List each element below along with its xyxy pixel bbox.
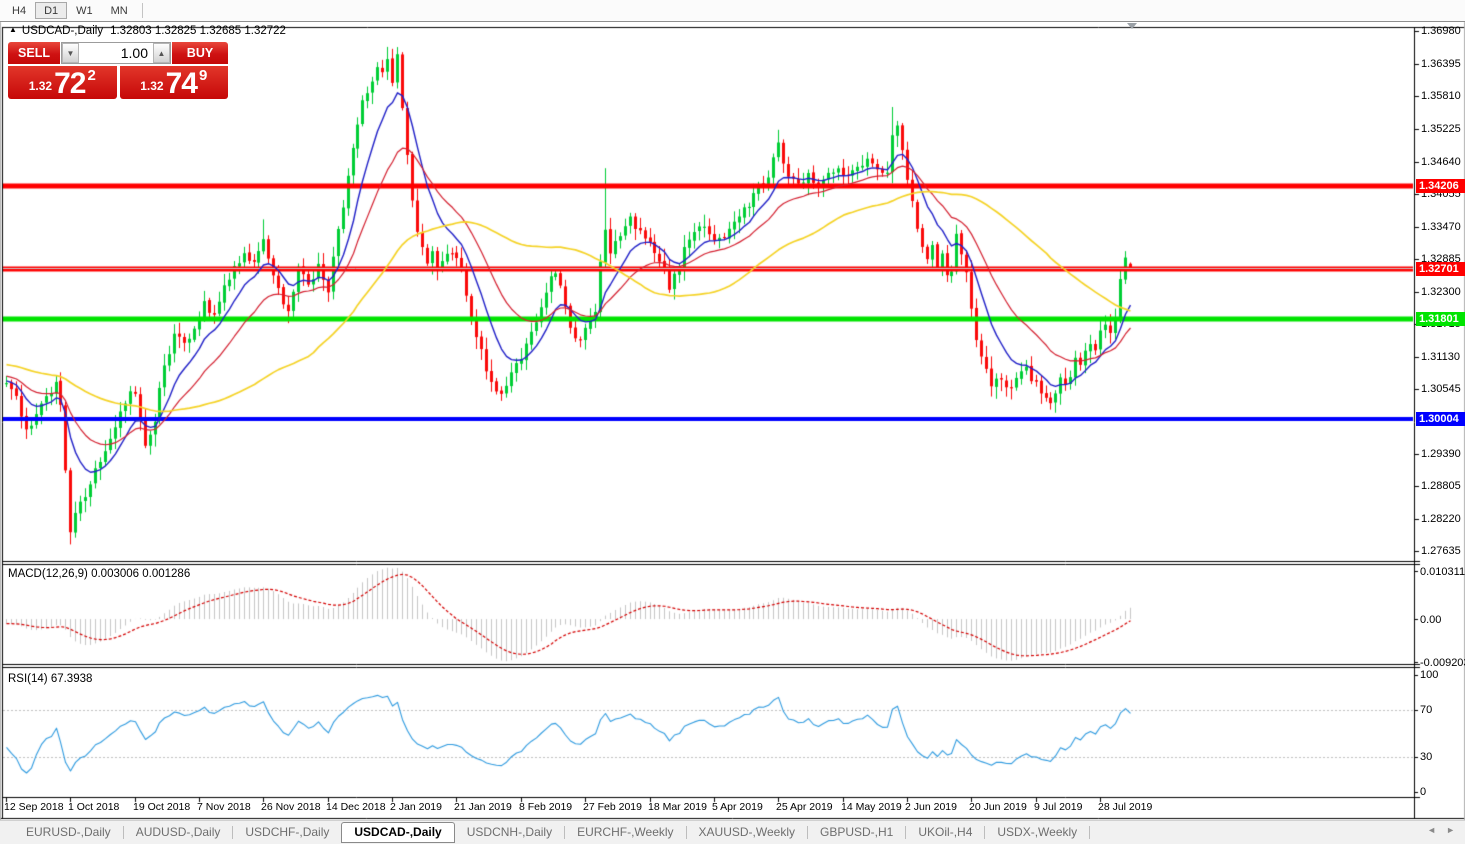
tab-usdchf-daily[interactable]: USDCHF-,Daily <box>245 825 330 839</box>
tab-usdcad-daily[interactable]: USDCAD-,Daily <box>341 822 455 843</box>
buy-price-sup: 9 <box>198 67 208 84</box>
tab-scroll-arrows: ◄ ► <box>1427 825 1455 835</box>
sell-price-sup: 2 <box>87 67 96 84</box>
tab-ukoil-h4[interactable]: UKOil-,H4 <box>918 825 973 839</box>
volume-stepper: ▼ 1.00 ▲ <box>61 42 171 64</box>
rsi-indicator-label: RSI(14) 67.3938 <box>8 673 93 685</box>
buy-button[interactable]: BUY <box>172 42 228 64</box>
toolbar-separator <box>141 3 143 18</box>
tab-separator <box>905 826 907 839</box>
one-click-trading-panel: SELL ▼ 1.00 ▲ BUY 1.32 72 2 1.32 74 9 <box>8 42 228 99</box>
tab-eurchf-weekly[interactable]: EURCHF-,Weekly <box>577 825 674 839</box>
volume-increase-button[interactable]: ▲ <box>153 43 170 63</box>
tab-separator <box>232 826 234 839</box>
buy-price-quote[interactable]: 1.32 74 9 <box>119 66 228 100</box>
symbol-header: ▲ USDCAD-,Daily 1.32803 1.32825 1.32685 1.… <box>9 25 286 37</box>
buy-price-big: 74 <box>165 67 198 100</box>
ohlc-values: 1.32803 1.32825 1.32685 1.32722 <box>110 25 286 37</box>
buy-price-prefix: 1.32 <box>140 79 164 93</box>
timeframe-mn-button[interactable]: MN <box>110 5 128 17</box>
timeframe-toolbar: H4 D1 W1 MN <box>0 0 1465 22</box>
chart-shift-marker-icon[interactable] <box>1127 23 1137 29</box>
sell-price-prefix: 1.32 <box>28 79 53 93</box>
tab-separator <box>122 826 124 839</box>
tab-separator <box>807 826 808 839</box>
tab-gbpusd-h1[interactable]: GBPUSD-,H1 <box>820 825 894 839</box>
tab-scroll-left-button[interactable]: ◄ <box>1427 825 1437 835</box>
timeframe-w1-button[interactable]: W1 <box>76 5 93 17</box>
collapse-arrow-icon[interactable]: ▲ <box>9 25 17 34</box>
tab-usdcnh-daily[interactable]: USDCNH-,Daily <box>466 825 553 839</box>
sell-price-big: 72 <box>54 67 86 100</box>
volume-input[interactable]: 1.00 <box>120 45 148 61</box>
timeframe-d1-button[interactable]: D1 <box>35 2 68 19</box>
macd-indicator-label: MACD(12,26,9) 0.003006 0.001286 <box>8 568 191 580</box>
timeframe-h4-button[interactable]: H4 <box>12 5 27 17</box>
tab-separator <box>685 826 687 839</box>
tab-separator <box>984 826 986 839</box>
tab-xauusd-weekly[interactable]: XAUUSD-,Weekly <box>698 825 795 839</box>
sell-button[interactable]: SELL <box>8 42 60 64</box>
tab-audusd-daily[interactable]: AUDUSD-,Daily <box>135 825 221 839</box>
tab-eurusd-daily[interactable]: EURUSD-,Daily <box>26 825 111 839</box>
chart-tab-bar: EURUSD-,Daily AUDUSD-,Daily USDCHF-,Dail… <box>0 820 1465 844</box>
tab-separator <box>1089 826 1091 839</box>
sell-price-quote[interactable]: 1.32 72 2 <box>8 66 117 99</box>
tab-usdx-weekly[interactable]: USDX-,Weekly <box>997 825 1078 839</box>
tab-scroll-right-button[interactable]: ► <box>1446 825 1455 835</box>
volume-decrease-button[interactable]: ▼ <box>62 43 79 63</box>
symbol-name: USDCAD-,Daily <box>21 25 104 37</box>
tab-separator <box>564 826 566 839</box>
